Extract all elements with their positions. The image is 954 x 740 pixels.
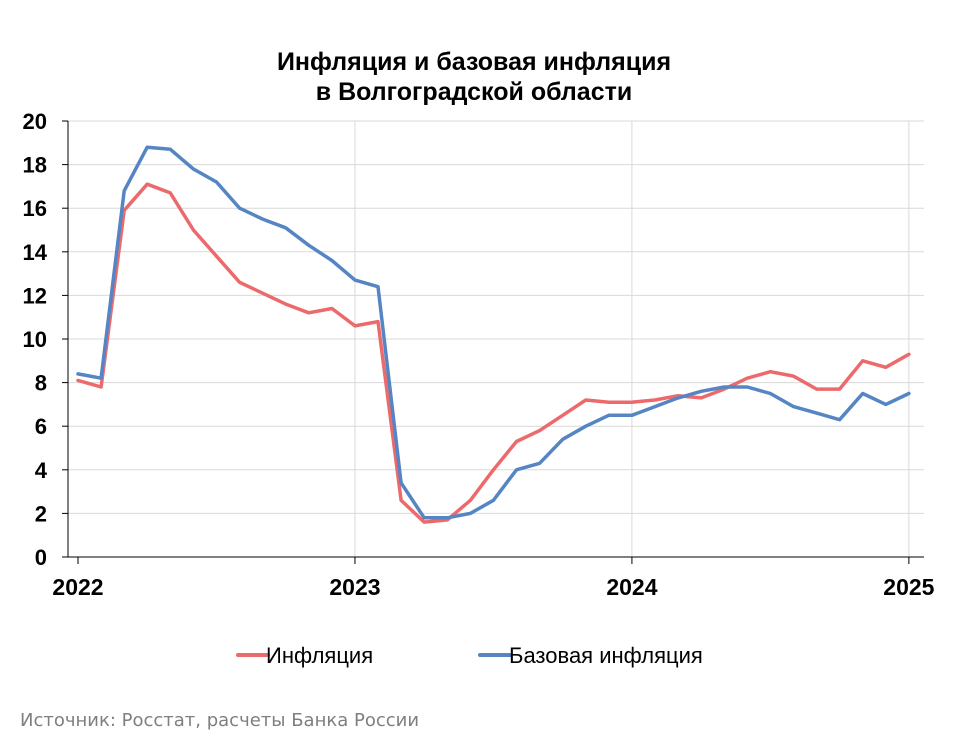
axes: [62, 120, 924, 564]
y-tick-label: 20: [23, 109, 47, 134]
x-tick-labels: 2022 2023 2024 2025: [52, 574, 934, 600]
source-note: Источник: Росстат, расчеты Банка России: [20, 710, 419, 731]
series-line-core-inflation: [76, 145, 911, 520]
y-tick-label: 16: [23, 196, 47, 221]
y-tick-label: 18: [23, 153, 47, 178]
chart-title: Инфляция и базовая инфляция: [277, 48, 671, 76]
y-tick-label: 10: [23, 327, 47, 352]
x-tick-label: 2025: [883, 574, 934, 600]
y-tick-label: 14: [23, 240, 48, 265]
x-tick-label: 2024: [606, 574, 657, 600]
y-tick-label: 12: [23, 283, 47, 308]
y-tick-label: 2: [35, 501, 47, 526]
legend-label-core-inflation: Базовая инфляция: [509, 643, 703, 668]
y-tick-label: 0: [35, 545, 47, 570]
grid: [68, 120, 924, 557]
series-lines: [76, 145, 911, 524]
chart-subtitle: в Волгоградской области: [316, 78, 632, 106]
y-tick-labels: 0 2 4 6 8 10 12 14 16 18 20: [23, 109, 48, 570]
legend: Инфляция Базовая инфляция: [236, 643, 703, 668]
y-tick-label: 6: [35, 414, 47, 439]
series-line-inflation: [76, 182, 911, 524]
y-tick-label: 4: [35, 458, 48, 483]
y-tick-label: 8: [35, 371, 47, 396]
x-tick-label: 2022: [52, 574, 103, 600]
legend-label-inflation: Инфляция: [266, 643, 373, 668]
x-tick-label: 2023: [329, 574, 380, 600]
